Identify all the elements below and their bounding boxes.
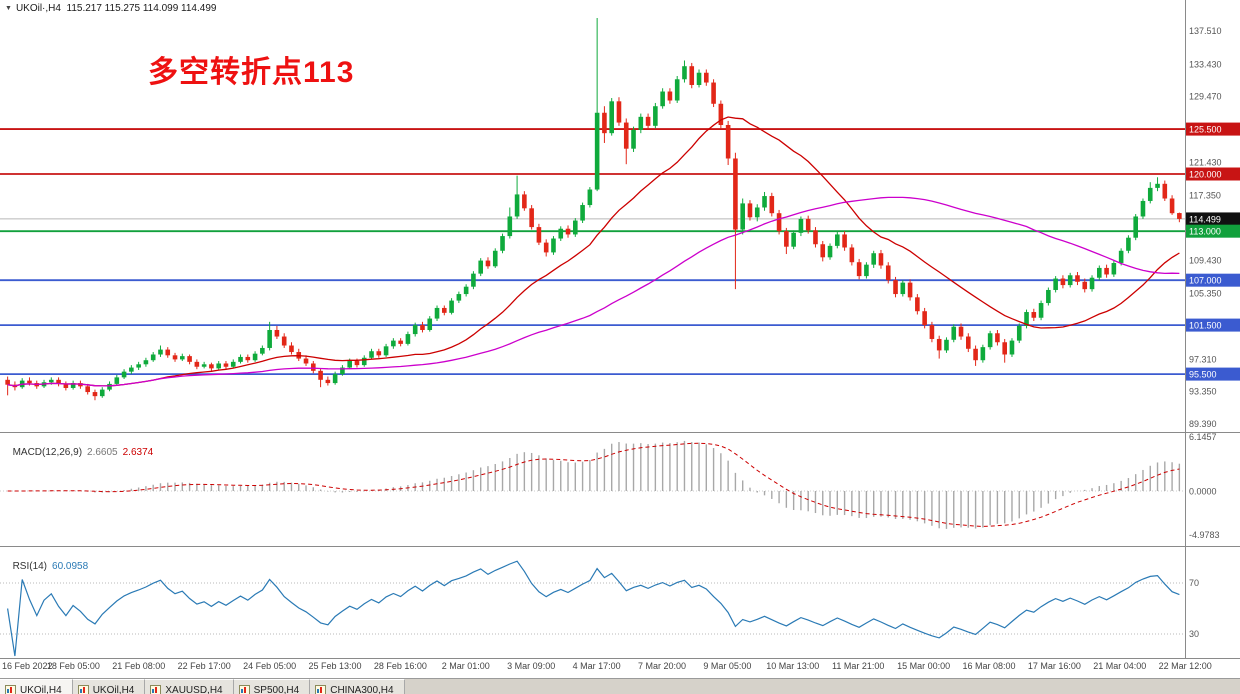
price-axis-label: 93.350 [1189, 387, 1217, 397]
time-axis-label: 22 Feb 17:00 [178, 661, 231, 671]
macd-main-value: 2.6605 [87, 447, 118, 458]
chart-canvas[interactable]: 137.510 133.430 129.470 121.430 117.350 109.4… [0, 0, 1240, 678]
time-axis-label: 11 Mar 21:00 [832, 661, 884, 671]
chart-tab-UKOil,H4[interactable]: UKOil,H4 [0, 679, 73, 694]
time-axis-label: 25 Feb 13:00 [308, 661, 361, 671]
symbol-ohlc-text: UKOil·,H4 115.217 115.275 114.099 114.49… [16, 3, 217, 14]
price-tag-label: 107.000 [1189, 276, 1222, 286]
time-axis-label: 16 Feb 2022 [2, 661, 53, 671]
price-tag-label: 113.000 [1189, 227, 1221, 237]
rsi-value: 60.0958 [52, 561, 88, 572]
rsi-name: RSI(14) [13, 561, 47, 572]
macd-axis-label: 0.0000 [1189, 487, 1217, 497]
time-axis-label: 4 Mar 17:00 [573, 661, 621, 671]
time-axis-label: 2 Mar 01:00 [442, 661, 490, 671]
time-axis-label: 3 Mar 09:00 [507, 661, 555, 671]
time-axis-label: 17 Mar 16:00 [1028, 661, 1081, 671]
time-axis-label: 7 Mar 20:00 [638, 661, 686, 671]
horizontal-level-lines[interactable] [0, 129, 1185, 374]
price-axis-label: 129.470 [1189, 92, 1222, 102]
price-axis-label: 121.430 [1189, 157, 1222, 167]
price-tag-label: 114.499 [1189, 214, 1221, 224]
price-tag-label: 120.000 [1189, 170, 1222, 180]
time-axis-label: 10 Mar 13:00 [766, 661, 819, 671]
time-axis-label: 16 Mar 08:00 [962, 661, 1015, 671]
macd-indicator-label: MACD(12,26,9) 2.6605 2.6374 [7, 436, 153, 458]
price-axis-label: 97.310 [1189, 354, 1217, 364]
price-tag-label: 95.500 [1189, 370, 1217, 380]
time-axis-label: 9 Mar 05:00 [703, 661, 751, 671]
macd-axis-label: -4.9783 [1189, 530, 1220, 540]
price-axis-label: 89.390 [1189, 419, 1217, 429]
macd-name: MACD(12,26,9) [13, 447, 82, 458]
macd-signal-value: 2.6374 [123, 447, 154, 458]
price-axis-label: 105.350 [1189, 289, 1222, 299]
rsi-line [8, 561, 1180, 656]
price-axis-label: 133.430 [1189, 59, 1222, 69]
price-axis-label: 117.350 [1189, 191, 1221, 201]
chart-tab-CHINA300,H4[interactable]: CHINA300,H4 [310, 679, 404, 694]
price-tag-label: 125.500 [1189, 125, 1222, 135]
chart-tab-XAUUSD,H4[interactable]: XAUUSD,H4 [145, 679, 233, 694]
rsi-axis-label: 30 [1189, 629, 1199, 639]
time-axis-label: 15 Mar 00:00 [897, 661, 950, 671]
macd-axis-label: 6.1457 [1189, 432, 1217, 442]
chart-annotation-text[interactable]: 多空转折点113 [148, 47, 354, 91]
chart-tab-UKOil,H4[interactable]: UKOil,H4 [73, 679, 146, 694]
macd-signal-line [8, 443, 1180, 526]
time-axis-label: 18 Feb 05:00 [47, 661, 100, 671]
time-axis-label: 22 Mar 12:00 [1159, 661, 1212, 671]
rsi-indicator-label: RSI(14) 60.0958 [7, 550, 88, 572]
chart-tab-SP500,H4[interactable]: SP500,H4 [234, 679, 311, 694]
time-axis-label: 28 Feb 16:00 [374, 661, 427, 671]
price-axis[interactable]: 137.510 133.430 129.470 121.430 117.350 109.4… [0, 0, 1240, 659]
price-axis-label: 109.430 [1189, 255, 1222, 265]
price-tag-label: 101.500 [1189, 321, 1222, 331]
rsi-panel [0, 561, 1185, 656]
time-axis-label: 21 Feb 08:00 [112, 661, 165, 671]
chart-symbol-info: ▼ UKOil·,H4 115.217 115.275 114.099 114.… [5, 3, 216, 14]
price-axis-label: 137.510 [1189, 26, 1222, 36]
collapse-triangle-icon[interactable]: ▼ [5, 5, 12, 12]
time-axis-label: 21 Mar 04:00 [1093, 661, 1146, 671]
rsi-axis-label: 70 [1189, 578, 1199, 588]
macd-panel [0, 441, 1185, 529]
time-axis-label: 24 Feb 05:00 [243, 661, 296, 671]
